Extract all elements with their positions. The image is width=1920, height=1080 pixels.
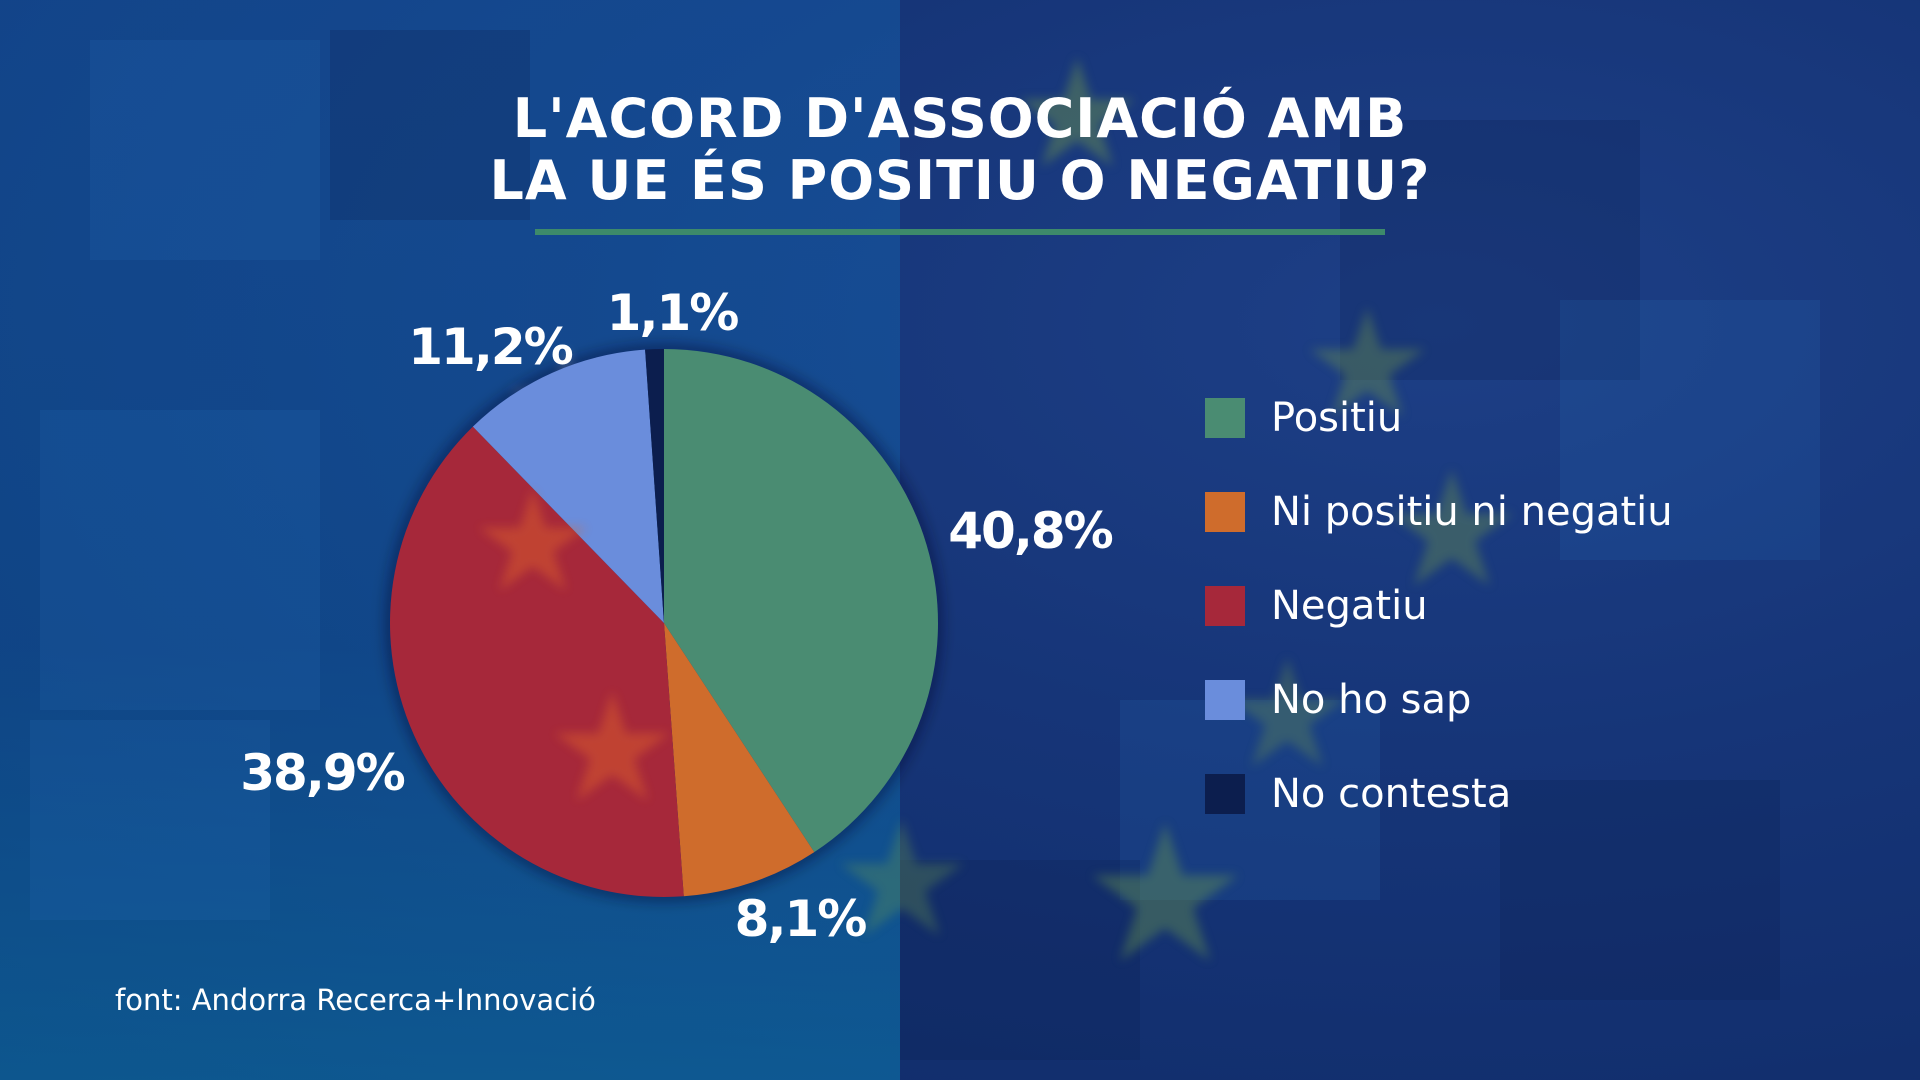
eu-star-icon: ★: [1380, 436, 1524, 623]
data-label-no-ho-sap: 11,2%: [408, 318, 572, 376]
eu-star-icon: ★: [1080, 784, 1251, 1005]
background-tile: [1120, 700, 1380, 900]
legend-label: No ho sap: [1271, 677, 1472, 723]
eu-star-icon: ★: [1300, 278, 1435, 452]
background-tile: [900, 860, 1140, 1060]
chart-title-line-1: L'ACORD D'ASSOCIACIÓ AMB: [512, 87, 1408, 150]
pie-slice-ni-positiu-ni-negatiu: [664, 623, 815, 897]
data-label-ni-positiu-ni-negatiu: 8,1%: [735, 890, 867, 948]
data-label-no-contesta: 1,1%: [607, 284, 739, 342]
legend-label: Positiu: [1271, 395, 1403, 441]
chart-title-line-2: LA UE ÉS POSITIU O NEGATIU?: [489, 149, 1431, 212]
legend-label: Negatiu: [1271, 583, 1428, 629]
background-tile: [40, 410, 320, 710]
background-tile: [1560, 300, 1820, 560]
pie-slice-no-ho-sap: [472, 349, 664, 623]
title-underline: [535, 229, 1385, 235]
eu-star-icon: ★: [545, 662, 679, 836]
background-tile: [90, 40, 320, 260]
background-tile: [30, 720, 270, 920]
pie-slices: [390, 349, 938, 897]
data-label-negatiu: 38,9%: [240, 744, 404, 802]
eu-star-icon: ★: [470, 461, 596, 624]
pie-slice-negatiu: [390, 426, 684, 897]
data-label-positiu: 40,8%: [948, 502, 1112, 560]
pie-slice-positiu: [664, 349, 938, 853]
legend-swatch: [1205, 680, 1245, 720]
legend-swatch: [1205, 774, 1245, 814]
chart-title: L'ACORD D'ASSOCIACIÓ AMB LA UE ÉS POSITI…: [0, 88, 1920, 212]
background-tile: [330, 30, 530, 220]
background-tile: [1500, 780, 1780, 1000]
source-note: font: Andorra Recerca+Innovació: [115, 983, 596, 1017]
legend-swatch: [1205, 492, 1245, 532]
pie-data-labels: 40,8% 8,1% 38,9% 11,2% 1,1%: [240, 284, 1114, 948]
background-tile: [1340, 120, 1640, 380]
legend-label: No contesta: [1271, 771, 1512, 817]
pie-slice-no-contesta: [645, 349, 664, 623]
pie-star-overlay: ★ ★: [470, 461, 679, 836]
eu-star-icon: ★: [1010, 28, 1145, 202]
legend-label: Ni positiu ni negatiu: [1271, 489, 1673, 535]
legend-swatch: [1205, 586, 1245, 626]
legend-swatch: [1205, 398, 1245, 438]
